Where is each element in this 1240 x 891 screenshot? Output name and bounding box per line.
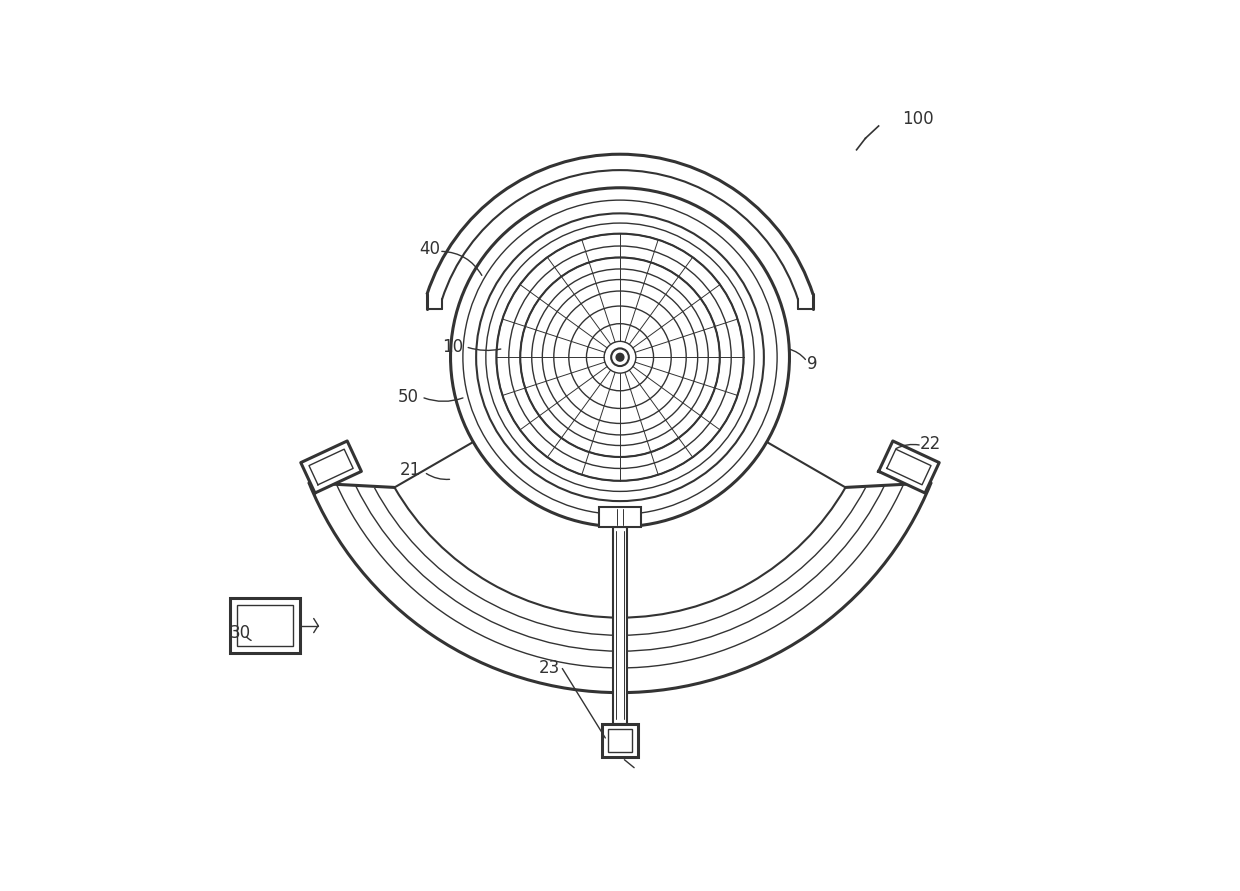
Bar — [229, 598, 300, 653]
Text: 100: 100 — [903, 110, 934, 128]
Text: 22: 22 — [920, 435, 941, 453]
Bar — [603, 723, 637, 757]
Text: 50: 50 — [398, 388, 419, 406]
Bar — [599, 507, 641, 527]
Text: 9: 9 — [807, 356, 817, 373]
Text: 30: 30 — [229, 624, 250, 642]
Text: 21: 21 — [401, 462, 422, 479]
Circle shape — [616, 354, 624, 361]
Circle shape — [611, 348, 629, 366]
Bar — [613, 527, 627, 723]
Bar — [237, 605, 294, 646]
Text: 23: 23 — [538, 659, 560, 677]
Bar — [608, 729, 632, 752]
Text: 40: 40 — [419, 240, 440, 257]
Text: 10: 10 — [441, 338, 463, 356]
Polygon shape — [879, 441, 939, 493]
Polygon shape — [301, 441, 361, 493]
